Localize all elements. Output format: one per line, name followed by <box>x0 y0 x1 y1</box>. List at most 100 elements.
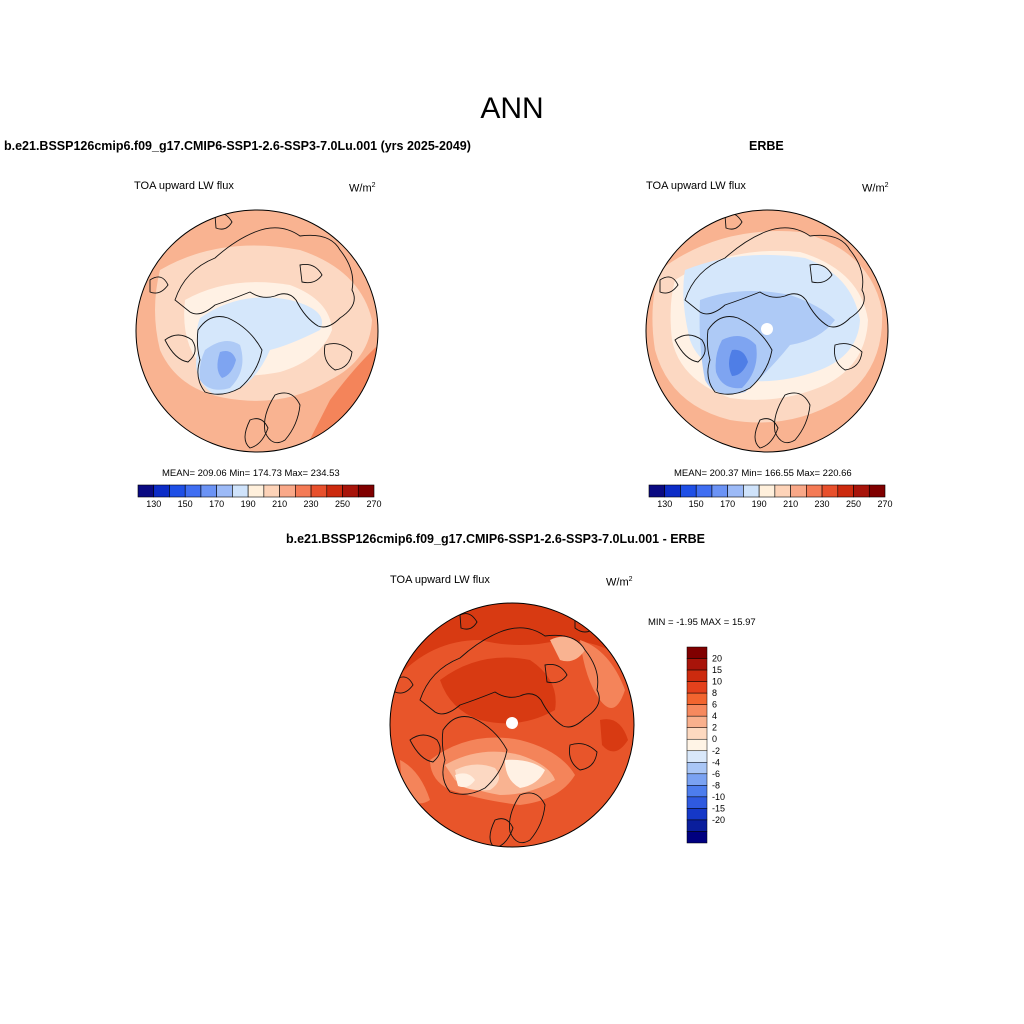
panel-model-units: W/m2 <box>349 182 376 195</box>
colorbar-obs-swatch <box>790 484 807 498</box>
colorbar-obs-tick-label: 230 <box>815 499 830 509</box>
colorbar-obs: 130 150 170 190 210 230 250 270 <box>648 484 893 509</box>
colorbar-model-swatch <box>342 484 359 498</box>
colorbar-diff-tick-label: -2 <box>712 746 720 756</box>
colorbar-model-tick-label: 230 <box>304 499 319 509</box>
colorbar-model-swatch <box>357 484 375 498</box>
colorbar-obs-swatch <box>727 484 744 498</box>
colorbar-model: 130 150 170 190 210 230 250 270 <box>137 484 382 509</box>
colorbar-diff-tick-label: -20 <box>712 815 725 825</box>
colorbar-obs-swatch <box>853 484 870 498</box>
panel-obs-units: W/m2 <box>862 182 889 195</box>
colorbar-obs-swatch <box>821 484 839 498</box>
colorbar-diff-swatch <box>686 785 708 798</box>
colorbar-obs-swatch <box>680 484 697 498</box>
colorbar-obs-swatch <box>648 484 666 498</box>
panel-diff-title: b.e21.BSSP126cmip6.f09_g17.CMIP6-SSP1-2.… <box>286 532 705 546</box>
panel-diff-variable: TOA upward LW flux <box>390 574 490 586</box>
colorbar-diff-tick-label: 8 <box>712 688 717 698</box>
colorbar-diff-swatch <box>686 681 708 694</box>
colorbar-diff-tick-label: -6 <box>712 769 720 779</box>
figure-title: ANN <box>480 92 544 125</box>
colorbar-model-tick-label: 190 <box>241 499 256 509</box>
colorbar-diff-swatch <box>686 646 708 659</box>
colorbar-diff-swatch <box>686 762 708 775</box>
map-model <box>135 209 379 453</box>
colorbar-diff-swatch <box>686 669 708 682</box>
colorbar-model-swatch <box>137 484 155 498</box>
colorbar-obs-swatch <box>664 484 681 498</box>
panel-diff-stats: MIN = -1.95 MAX = 15.97 <box>648 617 756 628</box>
colorbar-diff-tick-label: -10 <box>712 792 725 802</box>
colorbar-obs-swatch <box>743 484 760 498</box>
colorbar-model-tick-label: 270 <box>366 499 381 509</box>
panel-obs-variable: TOA upward LW flux <box>646 180 746 192</box>
map-model-coastlines <box>149 213 355 449</box>
colorbar-diff-tick-label: 2 <box>712 723 717 733</box>
panel-model-variable: TOA upward LW flux <box>134 180 234 192</box>
colorbar-obs-tick-label: 270 <box>877 499 892 509</box>
colorbar-model-tick-label: 130 <box>146 499 161 509</box>
colorbar-model-tick-label: 250 <box>335 499 350 509</box>
colorbar-diff-tick-label: 6 <box>712 700 717 710</box>
map-obs <box>645 209 889 453</box>
colorbar-diff-tick-label: -8 <box>712 780 720 790</box>
colorbar-diff-swatch <box>686 773 708 786</box>
colorbar-diff-swatch <box>686 715 708 728</box>
colorbar-diff-swatch <box>686 658 708 671</box>
colorbar-diff-swatch <box>686 738 708 752</box>
colorbar-model-tick-label: 150 <box>178 499 193 509</box>
colorbar-obs-swatch <box>695 484 713 498</box>
panel-diff-units: W/m2 <box>606 576 633 589</box>
colorbar-model-swatch <box>263 484 280 498</box>
colorbar-obs-swatch <box>711 484 728 498</box>
colorbar-model-swatch <box>295 484 312 498</box>
colorbar-diff-swatch <box>686 831 708 844</box>
map-diff <box>389 602 635 848</box>
colorbar-diff-swatch <box>686 750 708 763</box>
panel-obs-stats: MEAN= 200.37 Min= 166.55 Max= 220.66 <box>674 468 852 479</box>
colorbar-diff-swatch <box>686 796 708 809</box>
colorbar-obs-tick-label: 190 <box>752 499 767 509</box>
colorbar-obs-swatch <box>806 484 823 498</box>
colorbar-diff-swatch <box>686 704 708 717</box>
colorbar-obs-swatch <box>868 484 886 498</box>
colorbar-diff-swatch <box>686 727 708 740</box>
colorbar-model-swatch <box>169 484 186 498</box>
colorbar-obs-tick-label: 250 <box>846 499 861 509</box>
colorbar-diff-tick-label: 0 <box>712 734 717 744</box>
colorbar-diff-tick-label: -15 <box>712 803 725 813</box>
map-model-field <box>136 210 378 452</box>
colorbar-model-swatch <box>326 484 343 498</box>
colorbar-diff-tick-label: 20 <box>712 654 722 664</box>
colorbar-obs-tick-label: 170 <box>720 499 735 509</box>
colorbar-model-swatch <box>247 484 265 498</box>
colorbar-model-swatch <box>232 484 249 498</box>
colorbar-model-swatch <box>216 484 233 498</box>
map-obs-coastlines <box>659 213 865 449</box>
colorbar-model-swatch <box>279 484 296 498</box>
colorbar-model-tick-label: 210 <box>272 499 287 509</box>
colorbar-obs-tick-label: 130 <box>657 499 672 509</box>
colorbar-model-swatch <box>184 484 202 498</box>
colorbar-obs-swatch <box>774 484 791 498</box>
map-diff-field <box>390 603 634 847</box>
colorbar-diff-tick-label: 10 <box>712 677 722 687</box>
colorbar-obs-tick-label: 150 <box>689 499 704 509</box>
panel-model-title: b.e21.BSSP126cmip6.f09_g17.CMIP6-SSP1-2.… <box>4 139 471 153</box>
colorbar-obs-swatch <box>758 484 776 498</box>
colorbar-model-swatch <box>310 484 328 498</box>
colorbar-obs-swatch <box>837 484 854 498</box>
colorbar-obs-tick-label: 210 <box>783 499 798 509</box>
map-obs-field <box>646 210 888 452</box>
colorbar-model-tick-label: 170 <box>209 499 224 509</box>
colorbar-diff-tick-label: 4 <box>712 711 717 721</box>
colorbar-diff-tick-label: -4 <box>712 757 720 767</box>
colorbar-model-swatch <box>153 484 170 498</box>
colorbar-diff-tick-label: 15 <box>712 665 722 675</box>
colorbar-diff-swatch <box>686 692 708 705</box>
panel-obs-title: ERBE <box>749 139 784 153</box>
colorbar-model-swatch <box>200 484 217 498</box>
